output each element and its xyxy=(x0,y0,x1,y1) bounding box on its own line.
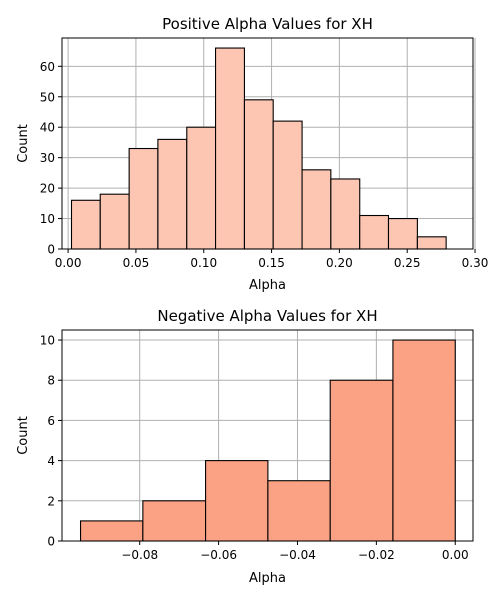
histogram-bar xyxy=(329,379,394,542)
y-tick-label: 0 xyxy=(47,243,55,257)
histogram-bar xyxy=(205,460,269,542)
y-tick-label: 20 xyxy=(40,182,55,196)
y-tick-label: 8 xyxy=(47,374,55,388)
x-tick-label: −0.08 xyxy=(121,548,158,562)
x-axis-label: Alpha xyxy=(249,571,286,586)
histogram-bar xyxy=(392,339,456,542)
y-tick-label: 0 xyxy=(47,535,55,549)
histogram-bar xyxy=(142,500,207,542)
chart-title: Negative Alpha Values for XH xyxy=(157,307,377,325)
y-tick-label: 4 xyxy=(47,454,55,468)
histogram-bar xyxy=(359,214,390,250)
y-tick-label: 6 xyxy=(47,414,55,428)
chart-title: Positive Alpha Values for XH xyxy=(162,15,373,33)
histogram-bar xyxy=(79,520,144,542)
histogram-bar xyxy=(243,99,274,250)
histogram-bar xyxy=(330,178,361,250)
x-tick-label: 0.25 xyxy=(394,256,421,270)
histogram-bar xyxy=(267,480,331,542)
x-tick-label: 0.00 xyxy=(442,548,469,562)
y-axis-label: Count xyxy=(16,416,31,455)
x-axis-label: Alpha xyxy=(249,278,286,293)
x-tick-label: 0.05 xyxy=(123,256,150,270)
x-tick-label: 0.15 xyxy=(258,256,285,270)
plot-frame xyxy=(61,37,474,250)
y-tick-label: 10 xyxy=(40,212,55,226)
x-tick-label: −0.02 xyxy=(358,548,395,562)
y-tick-label: 40 xyxy=(40,121,55,135)
x-tick-label: −0.06 xyxy=(200,548,237,562)
y-tick-label: 30 xyxy=(40,151,55,165)
histogram-bar xyxy=(272,120,303,250)
histogram-bar xyxy=(70,199,101,250)
plot-frame xyxy=(61,329,474,542)
positive-alpha-histogram: Positive Alpha Values for XH 0.00 0.05 0.1… xyxy=(16,15,488,293)
y-tick-label: 10 xyxy=(40,334,55,348)
histogram-bar xyxy=(157,138,188,250)
histogram-bar xyxy=(387,218,418,250)
x-tick-label: 0.20 xyxy=(326,256,353,270)
histogram-bar xyxy=(301,169,332,250)
negative-alpha-histogram: Negative Alpha Values for XH −0.08 −0.06 −… xyxy=(16,307,474,586)
x-tick-label: −0.04 xyxy=(279,548,316,562)
y-tick-label: 50 xyxy=(40,90,55,104)
histogram-bar xyxy=(128,147,159,250)
y-tick-label: 60 xyxy=(40,60,55,74)
y-tick-label: 2 xyxy=(47,494,55,508)
x-tick-label: 0.10 xyxy=(190,256,217,270)
x-tick-label: 0.30 xyxy=(462,256,489,270)
histogram-bar xyxy=(214,47,245,250)
histogram-bar xyxy=(416,236,447,250)
y-axis-label: Count xyxy=(16,124,31,163)
x-tick-label: 0.00 xyxy=(55,256,82,270)
histogram-bar xyxy=(186,126,217,250)
histogram-bar xyxy=(99,193,130,250)
